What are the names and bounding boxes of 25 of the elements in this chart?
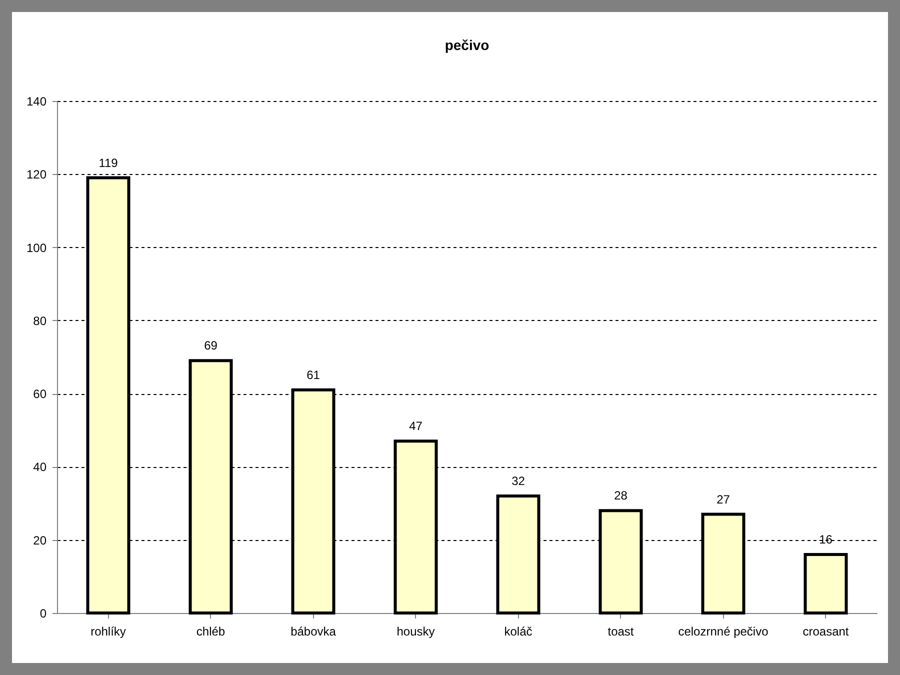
x-tick-label: celozrnné pečivo [678, 624, 769, 638]
y-tick-label: 40 [33, 460, 47, 474]
y-tick-label: 20 [33, 533, 47, 548]
data-label: 69 [204, 338, 218, 353]
chart-title: pečivo [444, 37, 490, 53]
data-label: 47 [409, 419, 423, 434]
data-label: 119 [98, 156, 118, 170]
x-tick-label: bábovka [290, 624, 336, 638]
y-tick-label: 60 [33, 387, 47, 402]
y-tick-label: 100 [26, 240, 47, 255]
x-tick-label: koláč [504, 624, 532, 638]
x-tick-label: rohlíky [90, 624, 126, 638]
y-tick-label: 120 [26, 168, 47, 182]
data-label: 61 [306, 368, 320, 382]
data-label: 32 [512, 474, 526, 488]
x-tick-label: toast [608, 624, 634, 638]
data-label: 27 [716, 492, 730, 506]
y-tick-label: 140 [26, 94, 47, 108]
y-tick-label: 0 [40, 606, 47, 620]
bar [804, 552, 848, 614]
x-tick-label: housky [396, 624, 435, 638]
x-tick-label: chléb [196, 624, 226, 638]
x-tick-label: croasant [802, 624, 850, 638]
y-tick-label: 80 [33, 314, 47, 328]
data-label: 28 [614, 488, 628, 503]
